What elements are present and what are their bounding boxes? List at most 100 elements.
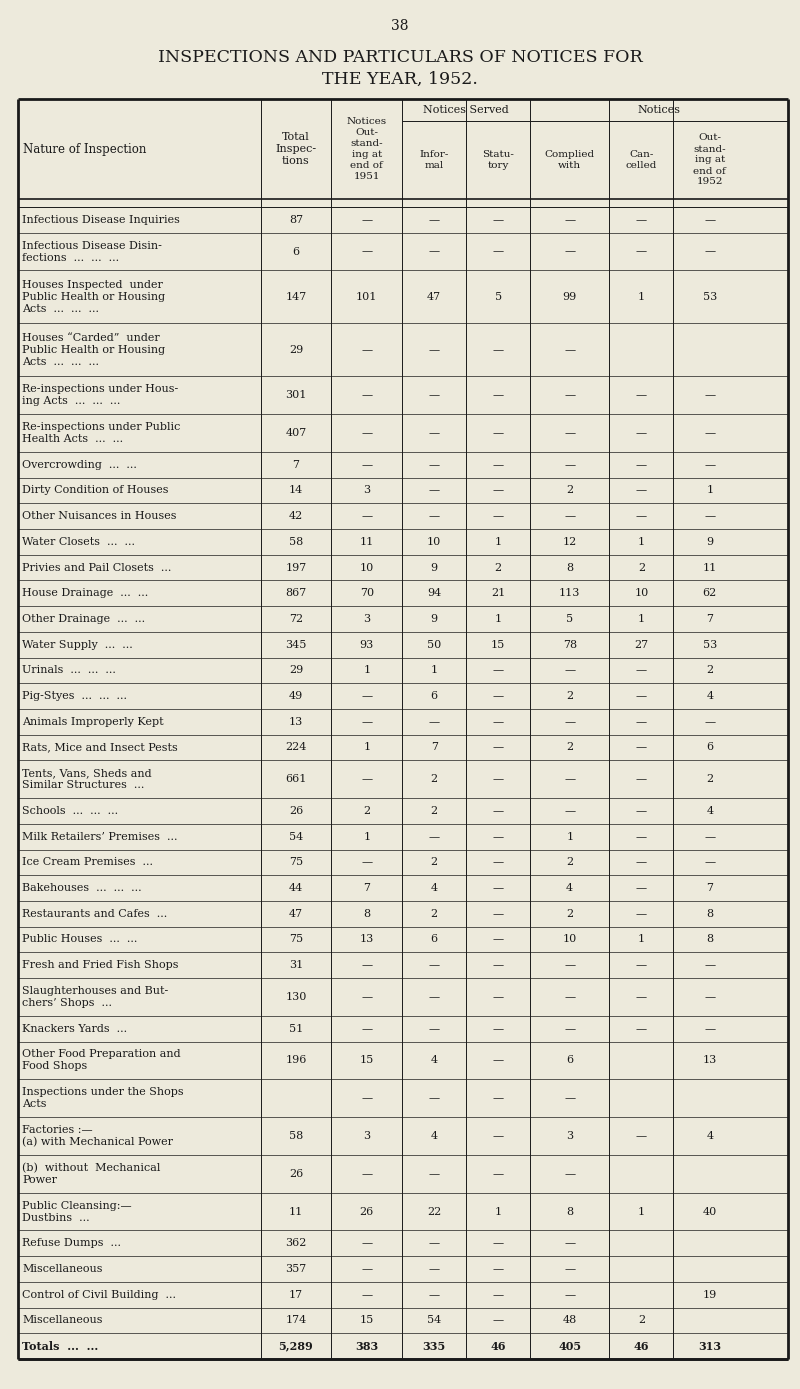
Text: 2: 2: [566, 857, 574, 867]
Text: Acts  ...  ...  ...: Acts ... ... ...: [22, 304, 99, 314]
Text: —: —: [636, 774, 647, 785]
Text: 2: 2: [430, 806, 438, 815]
Text: Infectious Disease Disin-: Infectious Disease Disin-: [22, 240, 162, 250]
Text: —: —: [493, 460, 504, 469]
Text: 2: 2: [638, 1315, 645, 1325]
Text: 13: 13: [360, 935, 374, 945]
Text: —: —: [493, 774, 504, 785]
Text: —: —: [362, 960, 372, 970]
Text: 1: 1: [638, 935, 645, 945]
Text: —: —: [636, 857, 647, 867]
Text: 29: 29: [289, 665, 303, 675]
Text: 48: 48: [562, 1315, 577, 1325]
Text: 7: 7: [293, 460, 299, 469]
Text: —: —: [429, 1239, 440, 1249]
Text: 1: 1: [494, 1207, 502, 1217]
Text: 70: 70: [360, 589, 374, 599]
Text: Acts  ...  ...  ...: Acts ... ... ...: [22, 357, 99, 367]
Text: Other Drainage  ...  ...: Other Drainage ... ...: [22, 614, 145, 624]
Text: 1: 1: [638, 1207, 645, 1217]
Text: 2: 2: [638, 563, 645, 572]
Text: 58: 58: [289, 538, 303, 547]
Text: Overcrowding  ...  ...: Overcrowding ... ...: [22, 460, 137, 469]
Text: 26: 26: [289, 1168, 303, 1179]
Text: 3: 3: [363, 486, 370, 496]
Text: Infor-: Infor-: [419, 150, 449, 158]
Text: 26: 26: [360, 1207, 374, 1217]
Text: 5: 5: [494, 292, 502, 301]
Text: Ice Cream Premises  ...: Ice Cream Premises ...: [22, 857, 153, 867]
Text: 6: 6: [430, 692, 438, 701]
Text: —: —: [564, 717, 575, 726]
Text: —: —: [429, 1093, 440, 1103]
Text: 31: 31: [289, 960, 303, 970]
Text: Miscellaneous: Miscellaneous: [22, 1315, 102, 1325]
Text: —: —: [636, 908, 647, 918]
Text: —: —: [493, 935, 504, 945]
Text: —: —: [493, 806, 504, 815]
Text: 22: 22: [427, 1207, 442, 1217]
Text: 6: 6: [293, 247, 299, 257]
Text: 4: 4: [706, 692, 714, 701]
Text: —: —: [636, 692, 647, 701]
Text: Notices: Notices: [638, 106, 681, 115]
Text: —: —: [564, 1239, 575, 1249]
Text: 357: 357: [286, 1264, 306, 1274]
Text: —: —: [493, 960, 504, 970]
Text: —: —: [429, 511, 440, 521]
Text: —: —: [636, 992, 647, 1001]
Text: 345: 345: [286, 640, 306, 650]
Text: 196: 196: [286, 1056, 306, 1065]
Text: 17: 17: [289, 1290, 303, 1300]
Text: —: —: [429, 428, 440, 438]
Text: 3: 3: [363, 1131, 370, 1140]
Text: —: —: [704, 390, 715, 400]
Text: 21: 21: [491, 589, 506, 599]
Text: 2: 2: [566, 908, 574, 918]
Text: —: —: [704, 1024, 715, 1033]
Text: Water Supply  ...  ...: Water Supply ... ...: [22, 640, 133, 650]
Text: —: —: [429, 460, 440, 469]
Text: 4: 4: [706, 1131, 714, 1140]
Text: Acts: Acts: [22, 1099, 46, 1110]
Text: 2: 2: [494, 563, 502, 572]
Text: 99: 99: [562, 292, 577, 301]
Text: 10: 10: [427, 538, 442, 547]
Text: Public Houses  ...  ...: Public Houses ... ...: [22, 935, 138, 945]
Text: —: —: [429, 960, 440, 970]
Text: 12: 12: [562, 538, 577, 547]
Text: —: —: [636, 717, 647, 726]
Text: —: —: [493, 1024, 504, 1033]
Text: —: —: [362, 1024, 372, 1033]
Text: —: —: [636, 460, 647, 469]
Text: chers’ Shops  ...: chers’ Shops ...: [22, 997, 112, 1008]
Text: THE YEAR, 1952.: THE YEAR, 1952.: [322, 71, 478, 88]
Text: 2: 2: [363, 806, 370, 815]
Text: 1: 1: [363, 832, 370, 842]
Text: —: —: [493, 883, 504, 893]
Text: —: —: [493, 908, 504, 918]
Text: Can-: Can-: [629, 150, 654, 158]
Text: —: —: [362, 215, 372, 225]
Text: 1: 1: [430, 665, 438, 675]
Text: 49: 49: [289, 692, 303, 701]
Text: 1: 1: [363, 743, 370, 753]
Text: —: —: [362, 717, 372, 726]
Text: 4: 4: [430, 1056, 438, 1065]
Text: Slaughterhouses and But-: Slaughterhouses and But-: [22, 986, 168, 996]
Text: —: —: [704, 428, 715, 438]
Text: 4: 4: [706, 806, 714, 815]
Text: —: —: [493, 1239, 504, 1249]
Text: —: —: [493, 717, 504, 726]
Text: 1951: 1951: [354, 172, 380, 181]
Text: Public Cleansing:—: Public Cleansing:—: [22, 1200, 132, 1211]
Text: 2: 2: [430, 857, 438, 867]
Text: Complied: Complied: [545, 150, 594, 158]
Text: —: —: [564, 511, 575, 521]
Text: 2: 2: [566, 692, 574, 701]
Text: Control of Civil Building  ...: Control of Civil Building ...: [22, 1290, 176, 1300]
Text: —: —: [493, 511, 504, 521]
Text: Restaurants and Cafes  ...: Restaurants and Cafes ...: [22, 908, 167, 918]
Text: —: —: [493, 1093, 504, 1103]
Text: —: —: [362, 1239, 372, 1249]
